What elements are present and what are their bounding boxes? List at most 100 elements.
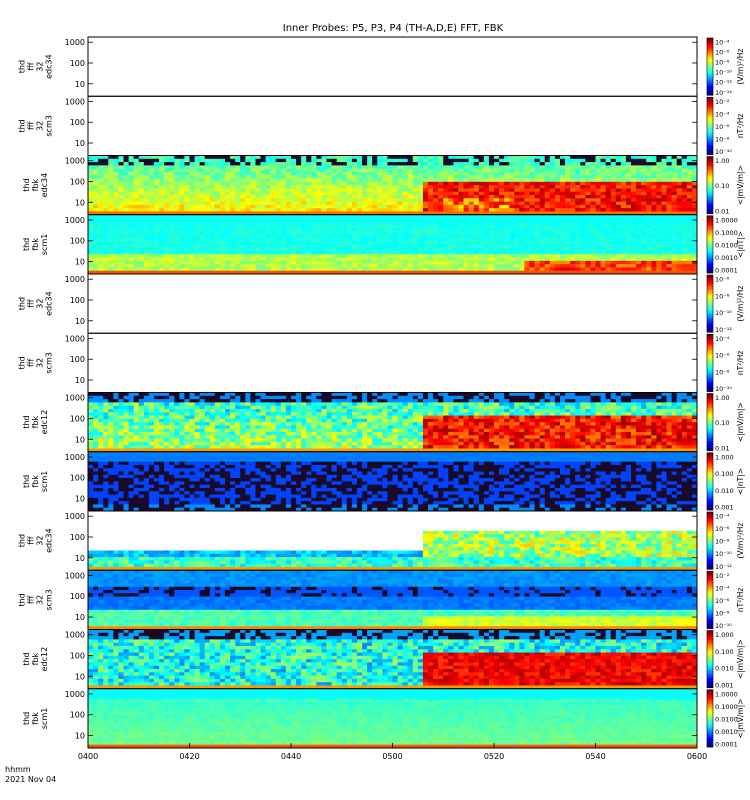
spectrogram-cell [194, 171, 201, 176]
spectrogram-cell [499, 158, 505, 163]
spectrogram-cell [235, 254, 241, 258]
spectrogram-cell [214, 227, 221, 232]
spectrogram-cell [554, 231, 561, 235]
spectrogram-cell [636, 171, 642, 176]
spectrogram-cell [422, 264, 429, 268]
spectrogram-cell [123, 241, 130, 245]
spectrogram-cell [585, 218, 591, 222]
spectrogram-cell [615, 221, 622, 226]
spectrogram-cell [103, 208, 109, 212]
spectrogram-cell [651, 204, 657, 209]
spectrogram-cell [301, 224, 307, 229]
spectrogram-cell [98, 204, 104, 209]
spectrogram-cell [270, 185, 277, 189]
spectrogram-cell [356, 244, 363, 249]
spectrogram-cell [615, 264, 622, 268]
spectrogram-cell [443, 175, 449, 179]
spectrogram-cell [291, 231, 297, 235]
spectrogram-cell [93, 435, 99, 439]
spectrogram-cell [656, 227, 662, 232]
spectrogram-cell [209, 231, 216, 235]
spectrogram-cell [641, 231, 647, 235]
spectrogram-cell [159, 175, 165, 179]
spectrogram-cell [123, 428, 130, 433]
spectrogram-cell [473, 185, 480, 189]
spectrogram-cell [265, 257, 272, 262]
spectrogram-cell [153, 428, 160, 433]
spectrogram-cell [585, 171, 591, 176]
spectrogram-cell [676, 257, 683, 262]
spectrogram-cell [676, 185, 683, 189]
spectrogram-cell [306, 155, 312, 160]
spectrogram-cell [138, 435, 145, 439]
spectrogram-cell [138, 158, 145, 163]
spectrogram-cell [98, 399, 104, 403]
spectrogram-cell [438, 155, 444, 160]
spectrogram-cell [580, 250, 586, 255]
spectrogram-cell [367, 155, 373, 160]
spectrogram-cell [174, 234, 180, 239]
spectrogram-cell [504, 244, 510, 249]
spectrogram-cell [585, 224, 591, 229]
spectrogram-cell [123, 218, 130, 222]
spectrogram-cell [529, 227, 536, 232]
spectrogram-cell [291, 185, 297, 189]
spectrogram-cell [402, 155, 409, 160]
colorbar-cell [707, 246, 713, 250]
spectrogram-cell [291, 237, 297, 242]
spectrogram-cell [362, 231, 368, 235]
spectrogram-cell [559, 181, 566, 186]
spectrogram-cell [235, 247, 241, 252]
colorbar-cell [707, 135, 713, 139]
spectrogram-cell [346, 237, 353, 242]
spectrogram-cell [458, 218, 464, 222]
spectrogram-cell [580, 264, 586, 268]
spectrogram-cell [382, 247, 388, 252]
spectrogram-cell [118, 264, 124, 268]
spectrogram-cell [285, 227, 292, 232]
spectrogram-cell [113, 162, 119, 166]
spectrogram-cell [372, 191, 378, 196]
spectrogram-cell [209, 218, 216, 222]
spectrogram-cell [174, 208, 180, 212]
spectrogram-cell [509, 208, 515, 212]
spectrogram-cell [544, 224, 551, 229]
spectrogram-cell [301, 181, 307, 186]
spectrogram-cell [240, 260, 246, 265]
spectrogram-cell [397, 237, 404, 242]
spectrogram-cell [123, 448, 130, 453]
spectrogram-cell [169, 244, 175, 249]
spectrogram-cell [225, 237, 231, 242]
spectrogram-cell [265, 204, 272, 209]
spectrogram-cell [499, 175, 505, 179]
spectrogram-cell [311, 158, 317, 163]
colorbar-cell [707, 133, 713, 136]
spectrogram-cell [681, 227, 688, 232]
y-tick-label: 1000 [65, 157, 85, 166]
spectrogram-cell [433, 158, 439, 163]
spectrogram-cell [661, 250, 667, 255]
spectrogram-cell [316, 244, 322, 249]
spectrogram-cell [595, 175, 601, 179]
spectrogram-cell [143, 257, 150, 262]
spectrogram-cell [428, 188, 434, 193]
spectrogram-cell [128, 221, 135, 226]
spectrogram-cell [646, 171, 652, 176]
spectrogram-cell [148, 250, 155, 255]
spectrogram-cell [326, 267, 332, 272]
spectrogram-cell [280, 264, 287, 268]
spectrogram-cell [235, 171, 241, 176]
spectrogram-cell [468, 191, 475, 196]
spectrogram-cell [174, 395, 180, 400]
spectrogram-cell [179, 195, 185, 199]
spectrogram-cell [433, 178, 439, 183]
spectrogram-cell [458, 211, 464, 216]
spectrogram-cell [499, 237, 505, 242]
spectrogram-cell [204, 171, 211, 176]
spectrogram-cell [671, 185, 678, 189]
spectrogram-cell [133, 412, 140, 416]
spectrogram-cell [108, 185, 114, 189]
spectrogram-cell [428, 241, 434, 245]
spectrogram-cell [463, 244, 470, 249]
spectrogram-cell [504, 185, 510, 189]
